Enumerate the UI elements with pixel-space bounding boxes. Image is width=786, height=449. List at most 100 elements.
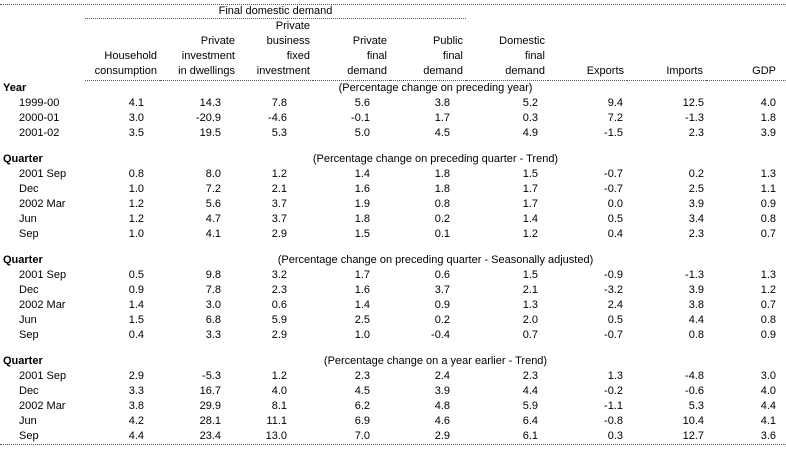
value-cell: 14.3 [199, 97, 221, 109]
value-cell: 0.5 [128, 269, 144, 281]
value-cell: 7.8 [205, 284, 221, 296]
value-cell: 6.2 [354, 400, 370, 412]
value-cell: 6.8 [205, 314, 221, 326]
value-cell: 8.1 [271, 400, 287, 412]
section-caption: (Percentage change on preceding quarter … [312, 153, 559, 165]
value-cell: 3.4 [688, 213, 704, 225]
table-row: 2000-01 3.0 -20.9 -4.6 -0.1 1.7 0.3 7.2 -1.3 1.8 [0, 111, 786, 126]
section-gap-cell [0, 141, 786, 152]
period-cell: 2002 Mar [19, 299, 66, 311]
value-cell: 3.9 [434, 385, 450, 397]
table-row: 2002 Mar 3.8 29.9 8.1 6.2 4.8 5.9 -1.1 5.3 4.4 [0, 399, 786, 414]
value-cell: -4.6 [268, 112, 287, 124]
value-cell: -0.7 [604, 329, 623, 341]
column-header-private-investment-in-dwellings: Private investment in dwellings [160, 19, 238, 81]
value-cell: 1.2 [271, 370, 287, 382]
value-cell: -0.6 [685, 385, 704, 397]
table-row: Dec 3.3 16.7 4.0 4.5 3.9 4.4 -0.2 -0.6 4.0 [0, 384, 786, 399]
section-gap [0, 343, 786, 354]
column-header-public-final-demand: Public final demand [390, 19, 466, 81]
value-cell: -0.8 [604, 415, 623, 427]
table-row: Sep 4.4 23.4 13.0 7.0 2.9 6.1 0.3 12.7 3.6 [0, 429, 786, 444]
value-cell: 1.2 [128, 198, 144, 210]
value-cell: 0.9 [760, 329, 776, 341]
value-cell: 5.9 [522, 400, 538, 412]
period-cell: Dec [19, 284, 39, 296]
value-cell: 5.6 [354, 97, 370, 109]
table-row: 2001 Sep 0.5 9.8 3.2 1.7 0.6 1.5 -0.9 -1.3 1.3 [0, 268, 786, 283]
value-cell: 3.8 [128, 400, 144, 412]
column-header-line: demand [505, 65, 545, 77]
value-cell: 1.3 [522, 299, 538, 311]
period-cell: Sep [19, 329, 39, 341]
value-cell: 13.0 [265, 430, 287, 442]
table-top-rule [0, 4, 786, 5]
value-cell: 0.3 [522, 112, 538, 124]
value-cell: -1.5 [604, 127, 623, 139]
table-row: Sep 1.0 4.1 2.9 1.5 0.1 1.2 0.4 2.3 0.7 [0, 227, 786, 242]
column-header-line: final [366, 50, 387, 62]
value-cell: -1.3 [685, 269, 704, 281]
column-header-line: fixed [286, 50, 310, 62]
statistical-table-sheet: Final domestic demand Household consumpt… [0, 4, 786, 445]
value-cell: 1.2 [760, 284, 776, 296]
value-cell: 0.8 [688, 329, 704, 341]
value-cell: 3.0 [760, 370, 776, 382]
value-cell: 1.0 [128, 228, 144, 240]
section-caption: (Percentage change on a year earlier - T… [323, 355, 548, 367]
period-cell: 2001 Sep [19, 168, 67, 180]
value-cell: 3.5 [128, 127, 144, 139]
period-cell: 1999-00 [19, 97, 60, 109]
value-cell: 1.3 [607, 370, 623, 382]
value-cell: 1.8 [760, 112, 776, 124]
value-cell: 23.4 [199, 430, 221, 442]
value-cell: 7.8 [271, 97, 287, 109]
value-cell: 0.3 [607, 430, 623, 442]
column-header-line: GDP [752, 65, 776, 77]
period-cell: 2001-02 [19, 127, 60, 139]
value-cell: -0.1 [351, 112, 370, 124]
value-cell: 12.5 [682, 97, 704, 109]
column-header-line: Imports [666, 65, 703, 77]
value-cell: 4.5 [434, 127, 450, 139]
value-cell: -1.3 [685, 112, 704, 124]
value-cell: 7.2 [607, 112, 623, 124]
section-label: Quarter [3, 355, 43, 367]
table-row: 2002 Mar 1.4 3.0 0.6 1.4 0.9 1.3 2.4 3.8 0.7 [0, 298, 786, 313]
value-cell: 2.4 [434, 370, 450, 382]
table-row: 2001 Sep 2.9 -5.3 1.2 2.3 2.4 2.3 1.3 -4.8 3.0 [0, 369, 786, 384]
column-header-line: final [524, 50, 545, 62]
period-cell: 2002 Mar [19, 400, 66, 412]
spanner-label: Final domestic demand [218, 5, 333, 17]
value-cell: 19.5 [199, 127, 221, 139]
table-row: 2002 Mar 1.2 5.6 3.7 1.9 0.8 1.7 0.0 3.9 0.9 [0, 197, 786, 212]
value-cell: 0.7 [522, 329, 538, 341]
column-header-line: Domestic [499, 35, 545, 47]
section-caption: (Percentage change on preceding quarter … [277, 254, 594, 266]
value-cell: 4.1 [128, 97, 144, 109]
column-header-gdp: GDP [706, 19, 786, 81]
value-cell: 3.8 [434, 97, 450, 109]
value-cell: 2.3 [271, 284, 287, 296]
column-header-line: investment [181, 50, 235, 62]
value-cell: 0.1 [434, 228, 450, 240]
column-header-line: demand [347, 65, 387, 77]
value-cell: 4.4 [522, 385, 538, 397]
column-header-household-consumption: Household consumption [85, 19, 160, 81]
period-cell: 2001 Sep [19, 370, 67, 382]
value-cell: -0.7 [604, 168, 623, 180]
section-label: Year [3, 81, 27, 94]
value-cell: 1.3 [760, 168, 776, 180]
value-cell: 4.7 [205, 213, 221, 225]
spanner-final-domestic-demand: Final domestic demand [85, 5, 466, 19]
value-cell: 0.6 [434, 269, 450, 281]
value-cell: 1.2 [128, 213, 144, 225]
value-cell: 5.2 [522, 97, 538, 109]
value-cell: 0.2 [434, 213, 450, 225]
value-cell: 4.0 [760, 385, 776, 397]
value-cell: 3.9 [688, 198, 704, 210]
value-cell: 4.4 [688, 314, 704, 326]
section-header-row: Quarter (Percentage change on preceding q… [0, 152, 786, 167]
value-cell: 2.3 [688, 228, 704, 240]
value-cell: 1.7 [434, 112, 450, 124]
